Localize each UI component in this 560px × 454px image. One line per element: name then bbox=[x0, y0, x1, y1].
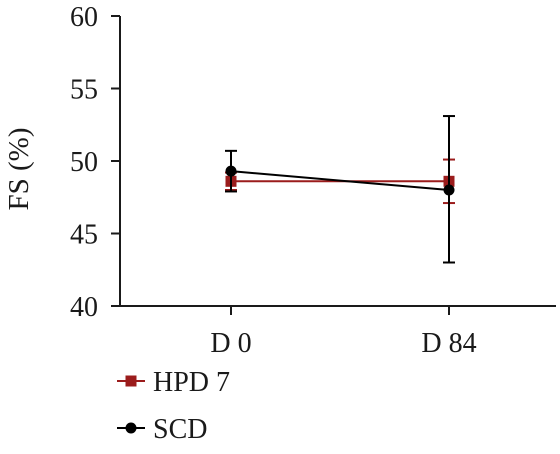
legend-item: HPD 7 bbox=[117, 367, 230, 398]
y-tick-label: 60 bbox=[70, 2, 98, 33]
series-scd bbox=[225, 115, 455, 264]
y-tick-label: 45 bbox=[70, 220, 98, 251]
legend-marker bbox=[125, 422, 137, 434]
legend-item: SCD bbox=[117, 414, 207, 445]
x-tick-label: D 0 bbox=[210, 328, 251, 359]
legend-label: HPD 7 bbox=[153, 367, 230, 398]
series bbox=[225, 115, 455, 264]
ticks: 40 45 50 55 60 D 0 D 84 bbox=[70, 2, 477, 359]
y-axis-label: FS (%) bbox=[3, 128, 35, 211]
x-tick-label: D 84 bbox=[421, 328, 476, 359]
legend-label: SCD bbox=[153, 414, 207, 445]
y-tick-label: 50 bbox=[70, 147, 98, 178]
legend: HPD 7 SCD bbox=[117, 367, 230, 445]
series-line bbox=[230, 170, 450, 191]
legend-marker bbox=[125, 375, 137, 387]
axes: FS (%) bbox=[3, 16, 556, 307]
data-point bbox=[443, 184, 455, 196]
y-tick-label: 40 bbox=[70, 292, 98, 323]
y-tick-label: 55 bbox=[70, 75, 98, 106]
data-point bbox=[225, 165, 237, 177]
